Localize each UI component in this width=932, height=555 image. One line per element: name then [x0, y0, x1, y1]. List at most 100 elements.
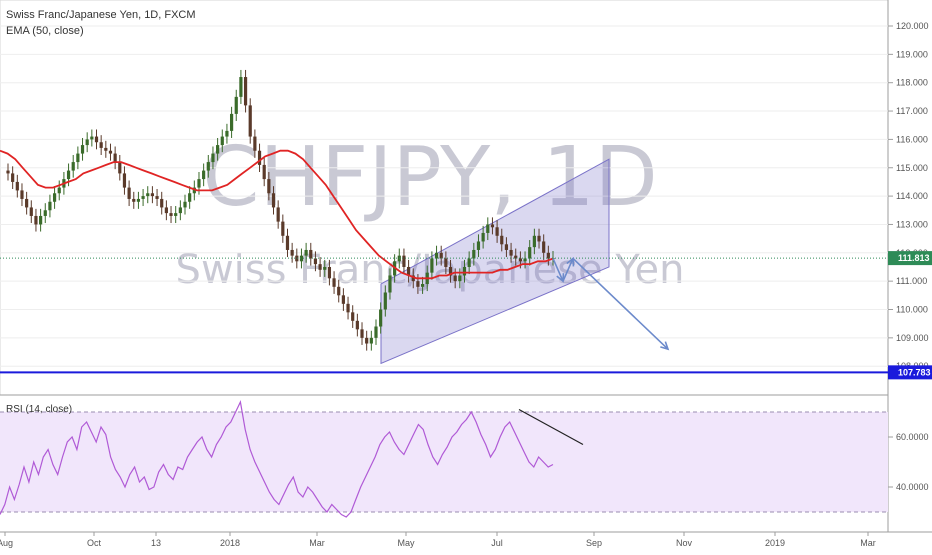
time-tick-label: Mar — [860, 538, 876, 548]
candle-body — [369, 337, 373, 344]
time-tick-label: Aug — [0, 538, 13, 548]
candle-body — [29, 207, 33, 216]
time-tick-label: 2018 — [220, 538, 240, 548]
candle-body — [514, 255, 518, 259]
rsi-band — [0, 412, 888, 512]
candle-body — [528, 247, 532, 259]
rsi-divergence-trendline — [518, 408, 584, 446]
time-tick-label: Mar — [309, 538, 325, 548]
candle-body — [542, 241, 546, 253]
candle-body — [248, 105, 252, 137]
price-tick-label: 119.000 — [896, 49, 928, 59]
candle-body — [39, 215, 43, 225]
candle-body — [411, 275, 415, 282]
candle-body — [220, 136, 224, 146]
projection-arrowhead — [660, 341, 670, 351]
candle-body — [25, 198, 29, 208]
candle-body — [285, 235, 290, 250]
candle-body — [420, 283, 425, 287]
candle-body — [416, 281, 420, 287]
candle-body — [462, 266, 467, 276]
rsi-tick-label: 60.0000 — [896, 432, 929, 442]
candle-body — [406, 266, 411, 276]
candle-body — [304, 249, 308, 256]
candle-body — [113, 153, 117, 163]
price-tick-label: 114.000 — [896, 191, 928, 201]
candle-body — [160, 198, 164, 208]
candle-body — [216, 145, 220, 154]
time-tick-label: May — [397, 538, 415, 548]
time-tick-label: 2019 — [765, 538, 785, 548]
candle-body — [99, 142, 103, 148]
candle-body — [276, 207, 280, 222]
price-tick-label: 120.000 — [896, 21, 929, 31]
candle-body — [155, 196, 159, 199]
candle-body — [313, 258, 318, 265]
price-tick-label: 118.000 — [896, 78, 928, 88]
candle-body — [169, 213, 173, 216]
candle-body — [253, 136, 257, 151]
candle-body — [243, 77, 248, 106]
candle-body — [309, 249, 313, 259]
rsi-line — [0, 400, 554, 518]
candle-body — [90, 136, 94, 140]
ema-legend: EMA (50, close) — [6, 25, 84, 37]
candle-body — [374, 326, 378, 338]
candle-body — [355, 320, 359, 330]
projection-arrow — [572, 257, 669, 350]
current-price-box — [888, 251, 932, 266]
price-tick-label: 116.000 — [896, 134, 928, 144]
candle-body — [318, 264, 322, 270]
candle-body — [141, 196, 145, 199]
candle-body — [341, 295, 345, 304]
candle-body — [11, 173, 15, 182]
ema-line — [0, 149, 554, 280]
price-tick-label: 109.000 — [896, 333, 929, 343]
time-tick-label: Nov — [676, 538, 693, 548]
candle-body — [132, 198, 136, 202]
candle-body — [57, 187, 61, 194]
candle-body — [337, 286, 341, 296]
candle-body — [225, 130, 229, 137]
candle-body — [80, 145, 85, 154]
candle-body — [500, 235, 504, 245]
candle-body — [346, 303, 350, 313]
candle-body — [146, 193, 150, 197]
rsi-tick-label: 40.0000 — [896, 482, 929, 492]
candle-body — [122, 173, 127, 188]
candle-body — [188, 193, 192, 202]
price-tick-label: 115.000 — [896, 163, 928, 173]
candle-body — [52, 193, 57, 202]
candle-body — [20, 190, 24, 199]
candle-body — [108, 150, 113, 154]
candle-body — [490, 224, 495, 228]
projection-arrow — [552, 258, 564, 282]
level-price-label: 107.783 — [898, 367, 931, 377]
candle-body — [365, 337, 369, 344]
price-tick-label: 111.000 — [896, 276, 927, 286]
price-tick-label: 110.000 — [896, 305, 928, 315]
candle-body — [430, 258, 434, 273]
candle-body — [118, 162, 122, 174]
candle-body — [267, 179, 271, 194]
candle-body — [202, 170, 206, 180]
candle-body — [504, 244, 509, 250]
candle-body — [495, 227, 499, 236]
candle-body — [262, 164, 266, 180]
candle-body — [299, 255, 304, 262]
projection-arrow — [562, 258, 574, 282]
candle-body — [295, 255, 299, 262]
candle-body — [178, 207, 182, 214]
candle-body — [229, 113, 234, 131]
price-tick-label: 113.000 — [896, 219, 928, 229]
candle-body — [150, 193, 155, 197]
candle-body — [197, 179, 201, 188]
level-price-box — [888, 365, 932, 380]
candle-body — [34, 215, 38, 225]
candle-body — [448, 266, 453, 276]
time-tick-label: Jul — [491, 538, 503, 548]
candle-body — [85, 139, 89, 146]
candle-body — [476, 241, 481, 250]
